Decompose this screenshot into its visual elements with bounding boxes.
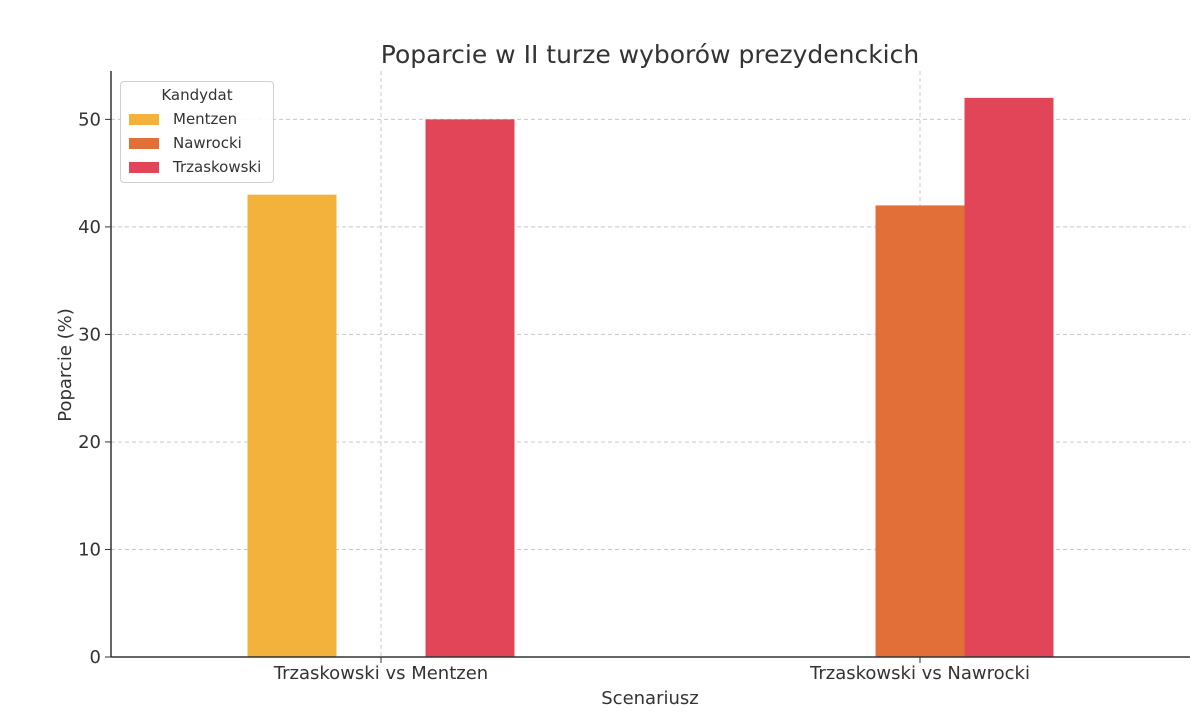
- legend-title: Kandydat: [161, 86, 233, 104]
- y-tick-label: 20: [78, 432, 101, 453]
- legend-swatch-nawrocki: [129, 138, 159, 149]
- x-axis-label: Scenariusz: [601, 688, 698, 709]
- tick-labels: 0 10 20 30 40 50 Trzaskowski vs Mentzen Trzasko…: [78, 109, 1030, 684]
- bar-nawrocki: [875, 205, 965, 657]
- y-tick-label: 0: [90, 647, 101, 668]
- y-axis-label: Poparcie (%): [55, 308, 76, 422]
- legend-label-trzaskowski: Trzaskowski: [173, 158, 262, 176]
- x-tick-label: Trzaskowski vs Nawrocki: [809, 663, 1030, 684]
- legend-swatch-mentzen: [129, 114, 159, 125]
- legend-swatch-trzaskowski: [129, 162, 159, 173]
- bar-mentzen: [247, 194, 337, 658]
- legend: Kandydat Mentzen Nawrocki Trzaskowski: [120, 81, 274, 183]
- bar-trzaskowski: [964, 97, 1054, 657]
- legend-label-nawrocki: Nawrocki: [173, 134, 242, 152]
- x-tick-label: Trzaskowski vs Mentzen: [273, 663, 488, 684]
- y-tick-label: 30: [78, 324, 101, 345]
- y-tick-label: 10: [78, 539, 101, 560]
- chart-title: Poparcie w II turze wyborów prezydenckic…: [381, 40, 919, 69]
- y-tick-label: 40: [78, 217, 101, 238]
- axes: [110, 71, 1190, 658]
- bar-trzaskowski: [425, 119, 515, 658]
- y-tick-label: 50: [78, 109, 101, 130]
- legend-label-mentzen: Mentzen: [173, 110, 238, 128]
- bars: [247, 97, 1054, 658]
